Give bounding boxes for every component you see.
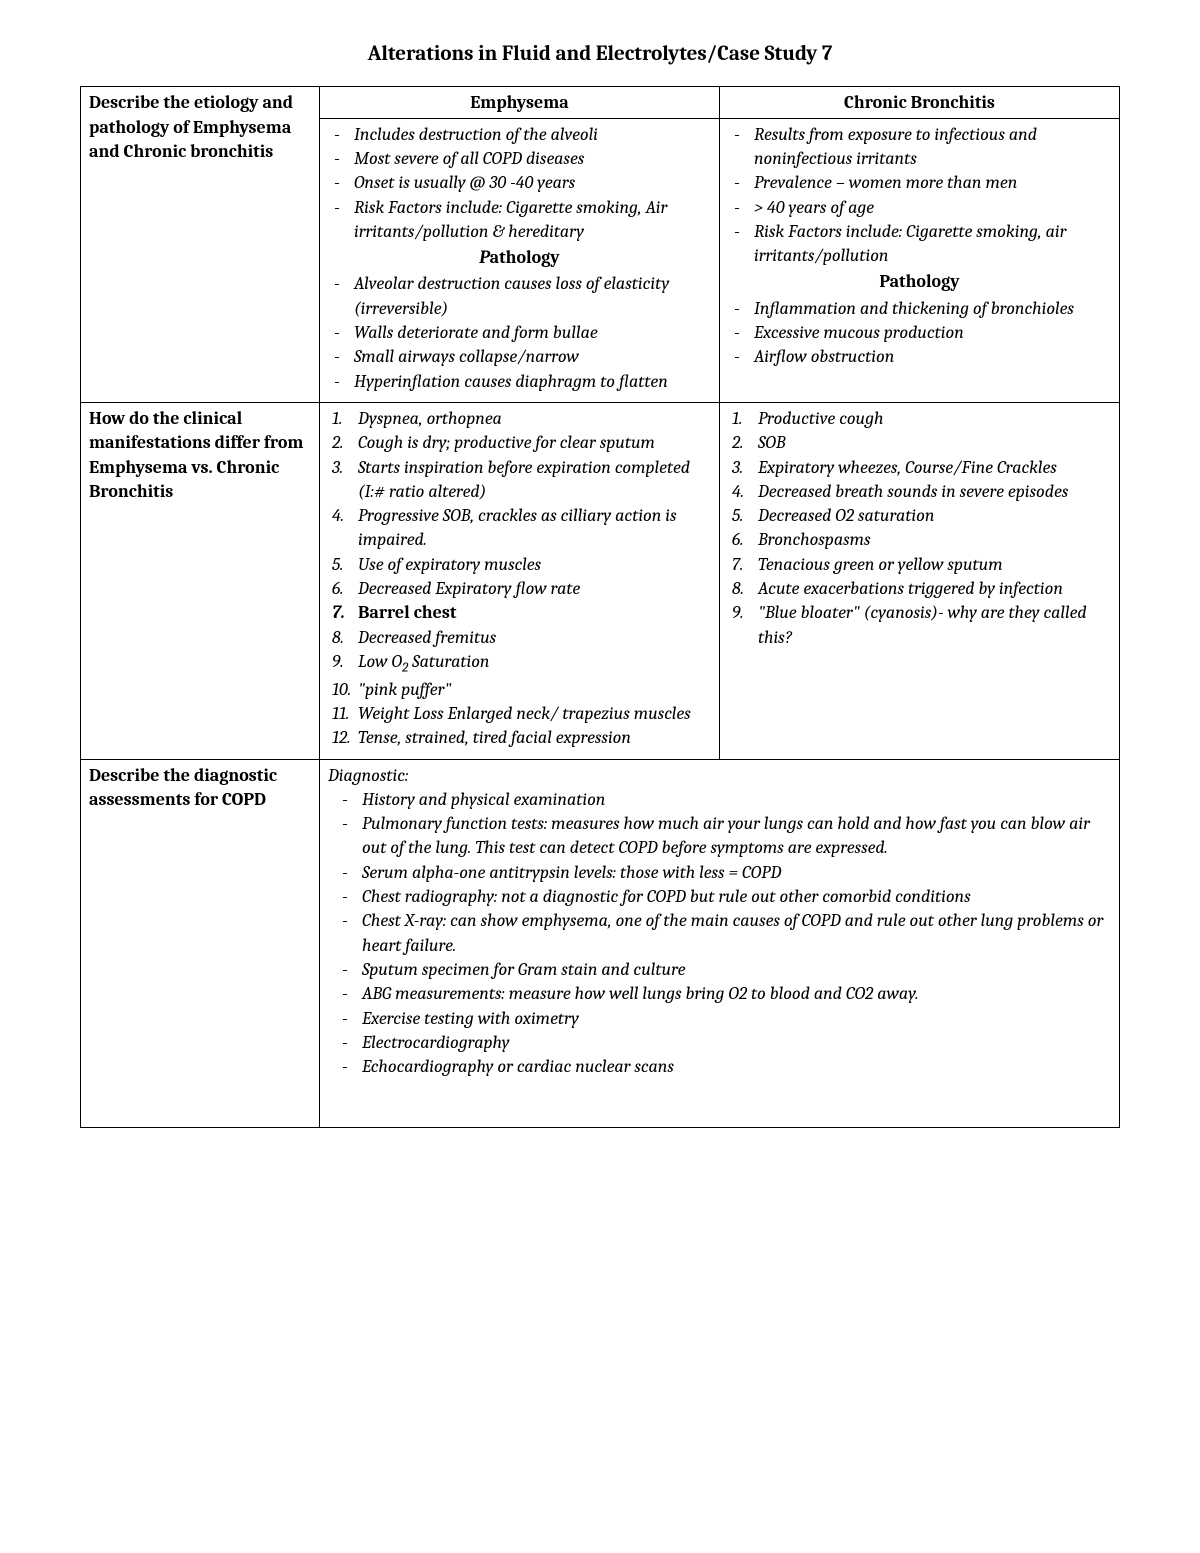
- list-item: Serum alpha-one antitrypsin levels: thos…: [336, 861, 1111, 885]
- cell-bronchitis-etiology: Results from exposure to infectious and …: [719, 118, 1119, 402]
- list-item: Risk Factors include: Cigarette smoking,…: [728, 220, 1111, 269]
- list-item: Cough is dry; productive for clear sputu…: [328, 431, 711, 455]
- list-item: Decreased Expiratory flow rate: [328, 577, 711, 601]
- diagnostics-list: History and physical examination Pulmona…: [328, 788, 1111, 1080]
- row-label-manifestations: How do the clinical manifestations diffe…: [81, 402, 320, 759]
- bronchitis-manifestations-list: Productive cough SOB Expiratory wheezes,…: [728, 407, 1111, 650]
- list-item: Decreased fremitus: [328, 626, 711, 650]
- bronchitis-pathology-heading: Pathology: [728, 270, 1111, 294]
- list-item: Electrocardiography: [336, 1031, 1111, 1055]
- list-item: History and physical examination: [336, 788, 1111, 812]
- list-item: Productive cough: [728, 407, 1111, 431]
- cell-bronchitis-manifestations: Productive cough SOB Expiratory wheezes,…: [719, 402, 1119, 759]
- table-row: Describe the diagnostic assessments for …: [81, 759, 1120, 1128]
- list-item: Dyspnea, orthopnea: [328, 407, 711, 431]
- page-title: Alterations in Fluid and Electrolytes/Ca…: [80, 40, 1120, 68]
- emphysema-pathology-heading: Pathology: [328, 246, 711, 270]
- list-item: Sputum specimen for Gram stain and cultu…: [336, 958, 1111, 982]
- row-label-etiology: Describe the etiology and pathology of E…: [81, 87, 320, 403]
- emphysema-pathology-list: Alveolar destruction causes loss of elas…: [328, 272, 711, 393]
- list-item: Tenacious green or yellow sputum: [728, 553, 1111, 577]
- emphysema-intro-list: Includes destruction of the alveoli Most…: [328, 123, 711, 244]
- cell-emphysema-etiology: Includes destruction of the alveoli Most…: [319, 118, 719, 402]
- list-item: Weight Loss Enlarged neck/ trapezius mus…: [328, 702, 711, 726]
- bronchitis-pathology-list: Inflammation and thickening of bronchiol…: [728, 297, 1111, 370]
- bronchitis-intro-list: Results from exposure to infectious and …: [728, 123, 1111, 269]
- list-item: Bronchospasms: [728, 528, 1111, 552]
- list-item: Inflammation and thickening of bronchiol…: [728, 297, 1111, 321]
- col-header-emphysema: Emphysema: [319, 87, 719, 118]
- list-item: Alveolar destruction causes loss of elas…: [328, 272, 711, 321]
- list-item: Onset is usually @ 30 -40 years: [328, 171, 711, 195]
- list-item: Chest radiography: not a diagnostic for …: [336, 885, 1111, 909]
- list-item: Prevalence – women more than men: [728, 171, 1111, 195]
- list-item: > 40 years of age: [728, 196, 1111, 220]
- list-item: Low O2 Saturation: [328, 650, 711, 678]
- list-item: Airflow obstruction: [728, 345, 1111, 369]
- table-row: Describe the etiology and pathology of E…: [81, 87, 1120, 118]
- col-header-bronchitis: Chronic Bronchitis: [719, 87, 1119, 118]
- list-item: Starts inspiration before expiration com…: [328, 456, 711, 505]
- list-item: Progressive SOB, crackles as cilliary ac…: [328, 504, 711, 553]
- table-row: How do the clinical manifestations diffe…: [81, 402, 1120, 759]
- list-item: SOB: [728, 431, 1111, 455]
- list-item: Hyperinflation causes diaphragm to flatt…: [328, 370, 711, 394]
- list-item-barrel-chest: Barrel chest: [328, 601, 711, 625]
- list-item: Small airways collapse/narrow: [328, 345, 711, 369]
- list-item: Includes destruction of the alveoli: [328, 123, 711, 147]
- list-item: Expiratory wheezes, Course/Fine Crackles: [728, 456, 1111, 480]
- cell-diagnostics: Diagnostic: History and physical examina…: [319, 759, 1119, 1128]
- list-item: "Blue bloater" (cyanosis)- why are they …: [728, 601, 1111, 650]
- list-item: Results from exposure to infectious and …: [728, 123, 1111, 172]
- cell-emphysema-manifestations: Dyspnea, orthopnea Cough is dry; product…: [319, 402, 719, 759]
- emphysema-manifestations-list: Dyspnea, orthopnea Cough is dry; product…: [328, 407, 711, 751]
- list-item: Decreased O2 saturation: [728, 504, 1111, 528]
- list-item: "pink puffer": [328, 678, 711, 702]
- list-item: Most severe of all COPD diseases: [328, 147, 711, 171]
- list-item: Excessive mucous production: [728, 321, 1111, 345]
- list-item: Walls deteriorate and form bullae: [328, 321, 711, 345]
- list-item: ABG measurements: measure how well lungs…: [336, 982, 1111, 1006]
- document-page: Alterations in Fluid and Electrolytes/Ca…: [80, 40, 1120, 1128]
- list-item: Chest X-ray: can show emphysema, one of …: [336, 909, 1111, 958]
- list-item: Echocardiography or cardiac nuclear scan…: [336, 1055, 1111, 1079]
- comparison-table: Describe the etiology and pathology of E…: [80, 86, 1120, 1128]
- list-item: Acute exacerbations triggered by infecti…: [728, 577, 1111, 601]
- list-item: Pulmonary function tests: measures how m…: [336, 812, 1111, 861]
- list-item: Exercise testing with oximetry: [336, 1007, 1111, 1031]
- diagnostic-heading: Diagnostic:: [328, 764, 1111, 788]
- row-label-diagnostics: Describe the diagnostic assessments for …: [81, 759, 320, 1128]
- list-item: Decreased breath sounds in severe episod…: [728, 480, 1111, 504]
- bottom-spacer: [328, 1079, 1111, 1119]
- list-item: Use of expiratory muscles: [328, 553, 711, 577]
- list-item: Risk Factors include: Cigarette smoking,…: [328, 196, 711, 245]
- list-item: Tense, strained, tired facial expression: [328, 726, 711, 750]
